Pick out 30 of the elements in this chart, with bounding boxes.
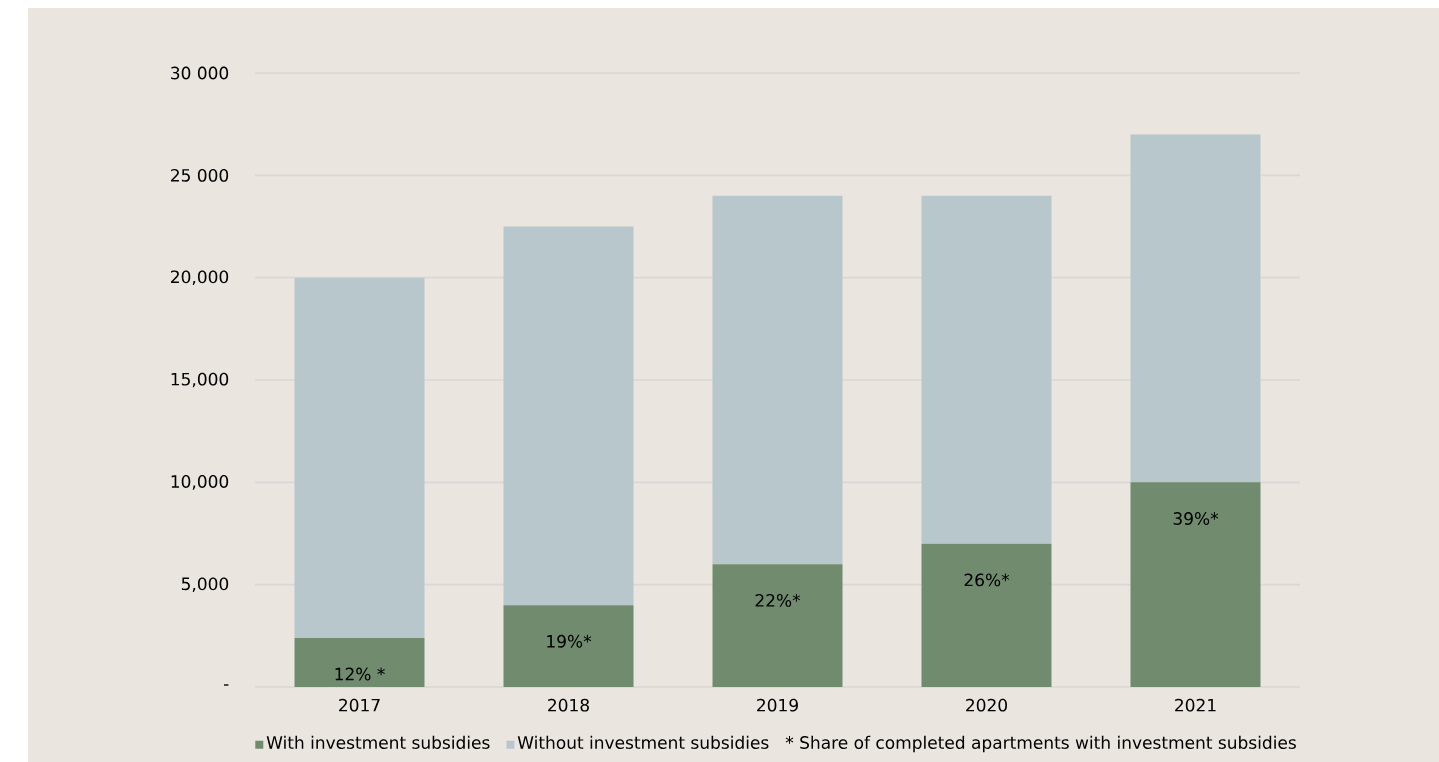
y-tick-label: 30 000: [171, 66, 229, 80]
y-tick-label: 10,000: [171, 475, 229, 490]
annotation: 19%*: [547, 634, 592, 648]
y-tick-label: 15,000: [171, 372, 229, 388]
y-tick-label: 25 000: [171, 168, 229, 182]
legend-label: With investment subsidies: [266, 735, 490, 749]
bar: [921, 543, 1052, 687]
y-tick-label: 20,000: [171, 270, 229, 285]
annotation: 26%*: [964, 573, 1010, 587]
bar: [1130, 482, 1261, 687]
x-tick-label: 2021: [1175, 698, 1216, 712]
bar: [503, 226, 634, 606]
bar: [294, 277, 425, 638]
y-tick-label: 5,000: [181, 577, 229, 592]
bar: [712, 564, 843, 687]
bar: [921, 195, 1052, 544]
legend-label: Without investment subsidies: [517, 735, 769, 749]
x-tick-label: 2020: [966, 698, 1007, 712]
y-tick-label: -: [223, 684, 229, 686]
annotation: 22%*: [755, 593, 801, 607]
x-tick-label: 2018: [548, 698, 589, 712]
bar: [712, 195, 843, 565]
bar: [1130, 134, 1261, 483]
bar: [503, 605, 634, 687]
x-tick-label: 2017: [339, 698, 380, 712]
annotation: 39%*: [1173, 512, 1219, 525]
annotation: 12% *: [335, 667, 385, 681]
text: * Share of completed apartments with investment subsidies: [785, 735, 1296, 753]
x-tick-label: 2019: [757, 698, 798, 712]
bar: [294, 637, 425, 687]
